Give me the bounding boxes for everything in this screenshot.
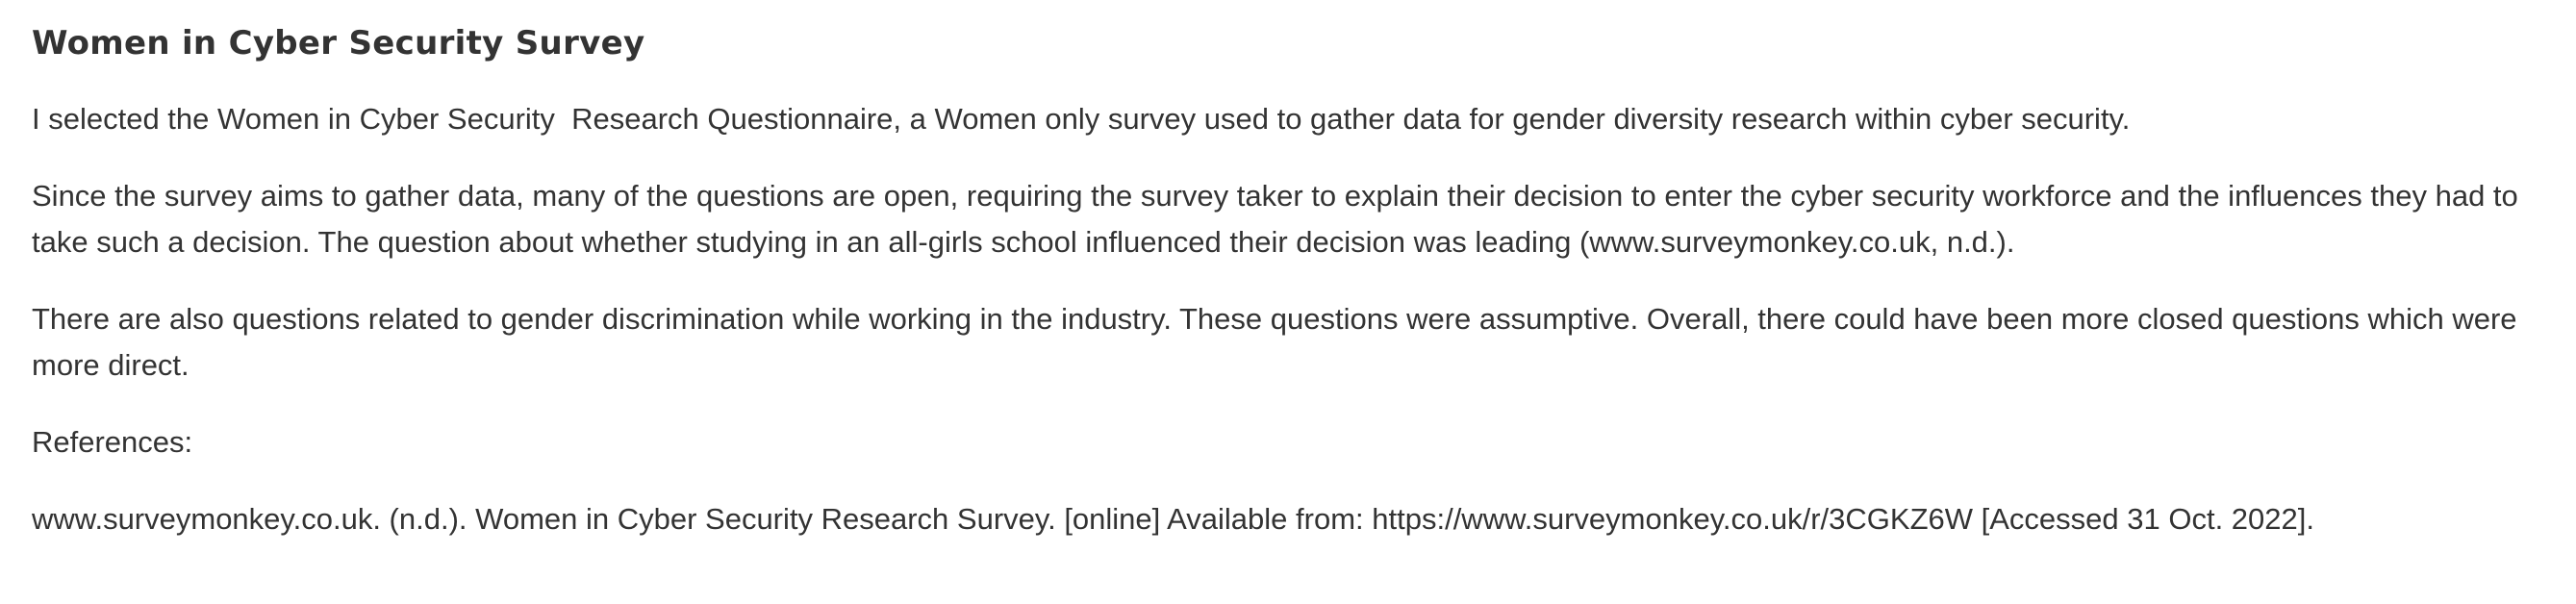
paragraph-discrimination: There are also questions related to gend… <box>32 302 2526 382</box>
references-heading: References: <box>32 425 193 459</box>
post-title: Women in Cyber Security Survey <box>32 24 645 63</box>
paragraph-open-questions: Since the survey aims to gather data, ma… <box>32 179 2527 259</box>
paragraph-intro: I selected the Women in Cyber Security R… <box>32 102 2131 136</box>
post-content: Women in Cyber Security Survey I selecte… <box>32 24 2527 536</box>
reference-entry: www.surveymonkey.co.uk. (n.d.). Women in… <box>32 502 2314 536</box>
